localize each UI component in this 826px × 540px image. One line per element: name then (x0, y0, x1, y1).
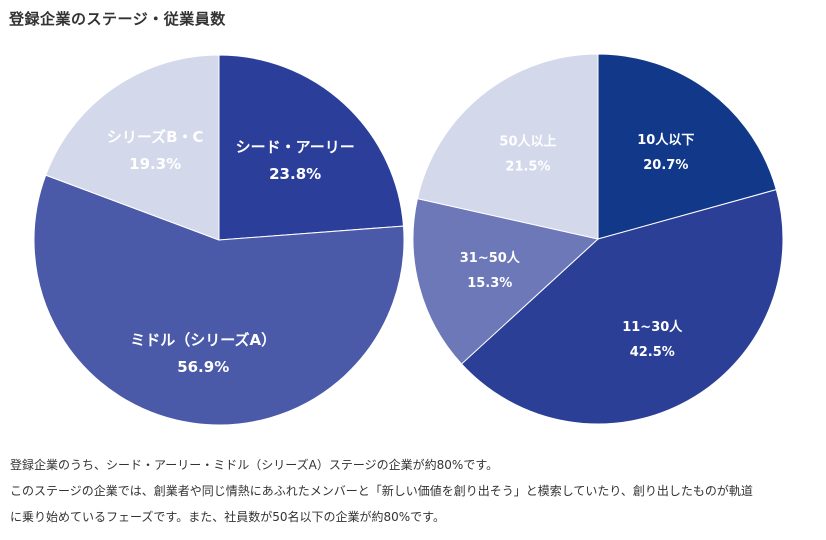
slice-label-stage-0: シード・アーリー (236, 138, 355, 156)
pie-chart-stage: シード・アーリー 23.8% ミドル（シリーズA） 56.9% シリーズB・C 19.3% (33, 54, 405, 426)
caption-line-3: に乗り始めているフェーズです。また、社員数が50名以下の企業が約80%です。 (10, 510, 445, 524)
slice-value-employees-3: 21.5% (505, 160, 550, 175)
slice-label-stage-1: ミドル（シリーズA） (130, 331, 276, 349)
pie-slice-employees-1 (460, 189, 784, 425)
caption: 登録企業のうち、シード・アーリー・ミドル（シリーズA）ステージの企業が約80%で… (10, 452, 820, 530)
pie-slice-employees-3 (416, 53, 599, 240)
pie-charts: シード・アーリー 23.8% ミドル（シリーズA） 56.9% シリーズB・C 19.3%… (33, 53, 784, 426)
pie-slice-stage-1 (33, 174, 405, 426)
pie-slice-stage-0 (218, 54, 405, 241)
slice-value-employees-0: 20.7% (643, 158, 688, 173)
slice-value-stage-1: 56.9% (177, 358, 229, 376)
slice-value-employees-2: 15.3% (467, 276, 512, 291)
slice-value-stage-2: 19.3% (129, 155, 181, 173)
page-title: 登録企業のステージ・従業員数 (9, 10, 226, 28)
slice-label-employees-1: 11~30人 (622, 319, 683, 335)
slice-label-stage-2: シリーズB・C (107, 128, 204, 146)
pie-slice-stage-2 (45, 54, 220, 241)
pie-chart-employees: 10人以下 20.7% 11~30人 42.5% 31~50人 15.3% 50人以上 21.… (412, 53, 784, 425)
slice-label-employees-3: 50人以上 (499, 134, 556, 150)
caption-line-2: このステージの企業では、創業者や同じ情熱にあふれたメンバーと「新しい価値を創り出… (10, 484, 753, 498)
caption-line-1: 登録企業のうち、シード・アーリー・ミドル（シリーズA）ステージの企業が約80%で… (10, 458, 499, 472)
slice-value-stage-0: 23.8% (269, 165, 321, 183)
slice-label-employees-0: 10人以下 (637, 132, 694, 148)
slice-label-employees-2: 31~50人 (460, 250, 521, 266)
slice-value-employees-1: 42.5% (630, 345, 675, 360)
pie-slice-employees-2 (412, 198, 600, 365)
pie-slice-employees-0 (597, 53, 777, 240)
